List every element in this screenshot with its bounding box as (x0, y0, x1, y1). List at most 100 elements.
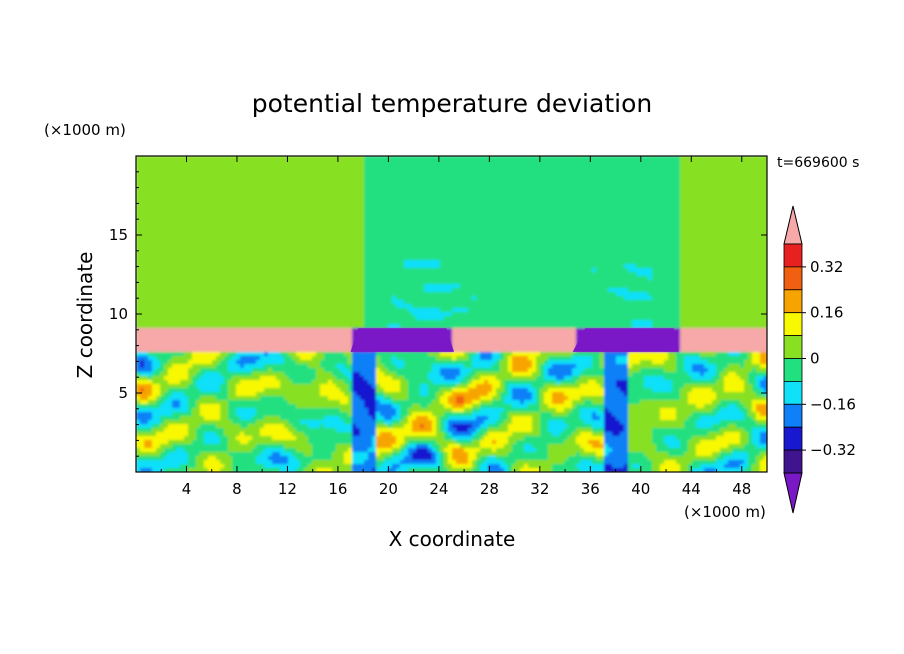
field-cell (340, 240, 345, 245)
field-cell (268, 256, 273, 261)
field-cell (196, 200, 201, 205)
field-cell (184, 408, 189, 413)
field-cell (280, 404, 285, 409)
field-cell (148, 164, 153, 169)
field-cell (380, 428, 385, 433)
field-cell (252, 308, 257, 313)
field-cell (260, 200, 265, 205)
field-cell (316, 208, 321, 213)
field-cell (316, 384, 321, 389)
field-cell (252, 220, 257, 225)
field-cell (296, 268, 301, 273)
field-cell (264, 416, 269, 421)
field-cell (316, 196, 321, 201)
field-cell (336, 356, 341, 361)
field-cell (316, 212, 321, 217)
field-cell (136, 332, 141, 337)
field-cell (176, 272, 181, 277)
field-cell (384, 432, 389, 437)
field-cell (300, 308, 305, 313)
field-cell (372, 184, 377, 189)
field-cell (272, 164, 277, 169)
field-cell (268, 164, 273, 169)
field-cell (240, 320, 245, 325)
field-cell (356, 164, 361, 169)
field-cell (180, 300, 185, 305)
field-cell (368, 292, 373, 297)
field-cell (312, 316, 317, 321)
field-cell (276, 176, 281, 181)
field-cell (336, 224, 341, 229)
field-cell (272, 216, 277, 221)
field-cell (252, 164, 257, 169)
field-cell (188, 248, 193, 253)
field-cell (232, 200, 237, 205)
field-cell (300, 184, 305, 189)
field-cell (272, 380, 277, 385)
field-cell (236, 244, 241, 249)
field-cell (220, 220, 225, 225)
field-cell (144, 348, 149, 353)
field-cell (240, 280, 245, 285)
field-cell (176, 184, 181, 189)
field-cell (192, 184, 197, 189)
field-cell (148, 460, 153, 465)
field-cell (332, 168, 337, 173)
field-cell (160, 468, 165, 472)
field-cell (228, 268, 233, 273)
field-cell (340, 312, 345, 317)
field-cell (160, 176, 165, 181)
field-cell (220, 456, 225, 461)
field-cell (292, 408, 297, 413)
field-cell (240, 300, 245, 305)
field-cell (324, 192, 329, 197)
field-cell (280, 460, 285, 465)
field-cell (212, 264, 217, 269)
field-cell (272, 304, 277, 309)
field-cell (372, 400, 377, 405)
field-cell (200, 372, 205, 377)
field-cell (372, 412, 377, 417)
field-cell (232, 340, 237, 345)
field-cell (216, 312, 221, 317)
field-cell (200, 224, 205, 229)
field-cell (376, 316, 381, 321)
field-cell (260, 416, 265, 421)
field-cell (280, 188, 285, 193)
field-cell (168, 424, 173, 429)
field-cell (316, 424, 321, 429)
field-cell (344, 272, 349, 277)
field-cell (248, 216, 253, 221)
field-cell (340, 276, 345, 281)
field-cell (304, 416, 309, 421)
field-cell (268, 356, 273, 361)
field-cell (208, 432, 213, 437)
field-cell (144, 328, 149, 333)
field-cell (308, 252, 313, 257)
field-cell (376, 444, 381, 449)
field-cell (236, 360, 241, 365)
field-cell (144, 228, 149, 233)
field-cell (296, 412, 301, 417)
field-cell (292, 412, 297, 417)
field-cell (228, 348, 233, 353)
field-cell (136, 208, 141, 213)
field-cell (296, 436, 301, 441)
field-cell (348, 312, 353, 317)
field-cell (236, 452, 241, 457)
field-cell (252, 240, 257, 245)
field-cell (296, 168, 301, 173)
field-cell (192, 284, 197, 289)
field-cell (204, 404, 209, 409)
field-cell (172, 248, 177, 253)
field-cell (280, 356, 285, 361)
field-cell (320, 288, 325, 293)
field-cell (176, 188, 181, 193)
field-cell (372, 164, 377, 169)
field-cell (152, 456, 157, 461)
field-cell (176, 212, 181, 217)
field-cell (188, 372, 193, 377)
field-cell (140, 284, 145, 289)
field-cell (168, 412, 173, 417)
field-cell (324, 448, 329, 453)
